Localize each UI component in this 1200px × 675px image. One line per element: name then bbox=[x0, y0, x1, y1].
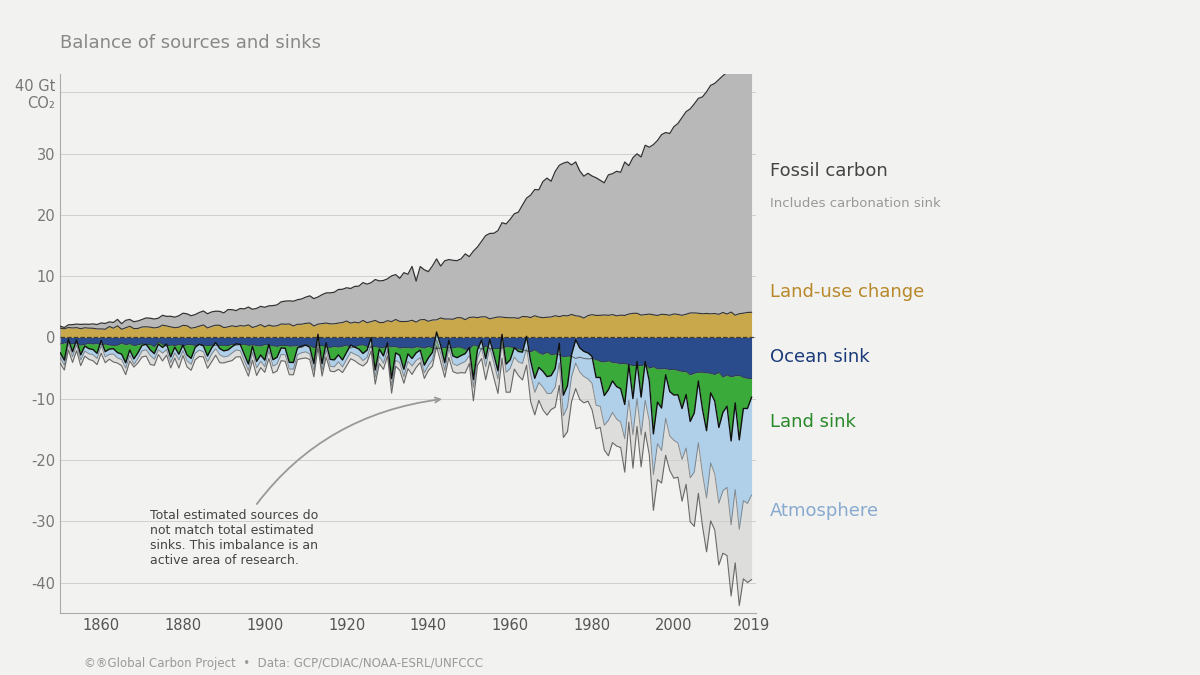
Text: Includes carbonation sink: Includes carbonation sink bbox=[769, 197, 941, 210]
Text: Atmosphere: Atmosphere bbox=[769, 502, 878, 520]
Text: Total estimated sources do
not match total estimated
sinks. This imbalance is an: Total estimated sources do not match tot… bbox=[150, 398, 440, 567]
Text: Land-use change: Land-use change bbox=[769, 284, 924, 301]
Text: Balance of sources and sinks: Balance of sources and sinks bbox=[60, 34, 322, 53]
Text: Land sink: Land sink bbox=[769, 412, 856, 431]
Text: ©®Global Carbon Project  •  Data: GCP/CDIAC/NOAA-ESRL/UNFCCC: ©®Global Carbon Project • Data: GCP/CDIA… bbox=[84, 657, 484, 670]
Text: Ocean sink: Ocean sink bbox=[769, 348, 869, 366]
Text: Fossil carbon: Fossil carbon bbox=[769, 162, 887, 180]
